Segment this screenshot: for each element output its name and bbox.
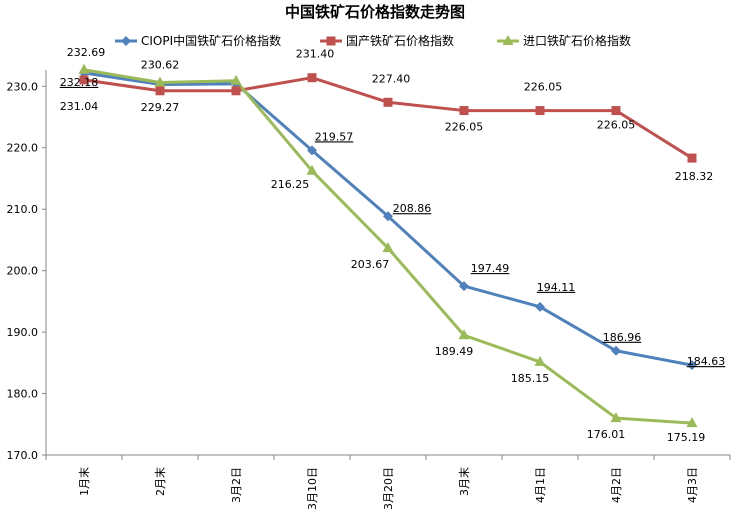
data-label: 229.27	[141, 101, 180, 114]
triangle-marker	[458, 329, 470, 340]
triangle-marker	[534, 355, 546, 366]
data-label: 231.04	[60, 100, 99, 113]
triangle-marker	[306, 164, 318, 175]
data-label: 230.62	[141, 58, 180, 71]
x-tick-label: 4月2日	[610, 467, 623, 503]
x-tick-label: 3月末	[457, 467, 471, 496]
square-marker	[231, 86, 241, 96]
square-marker	[383, 97, 393, 107]
axes: 170.0 180.0 190.0 200.0 210.0 220.0 230.0 1月末 2月…	[7, 70, 731, 510]
data-label: 186.96	[603, 331, 642, 344]
y-tick-label: 200.0	[7, 265, 39, 278]
data-label: 226.05	[445, 121, 484, 134]
legend-label: CIOPI中国铁矿石价格指数	[141, 33, 281, 48]
data-label: 175.19	[667, 431, 706, 444]
data-label: 194.11	[537, 281, 576, 294]
data-label: 216.25	[271, 178, 310, 191]
data-label: 197.49	[471, 262, 510, 275]
square-marker	[326, 36, 336, 46]
y-tick-label: 220.0	[7, 142, 39, 155]
x-tick-label: 4月3日	[686, 467, 699, 503]
data-label: 231.40	[296, 48, 335, 61]
legend-label: 进口铁矿石价格指数	[523, 33, 631, 48]
x-tick-label: 2月末	[153, 467, 167, 496]
data-label: 227.40	[372, 72, 411, 85]
data-label: 185.15	[511, 372, 550, 385]
data-label: 176.01	[587, 428, 626, 441]
x-tick-label: 3月10日	[306, 467, 319, 510]
data-label: 218.32	[675, 170, 714, 183]
triangle-marker	[230, 74, 242, 85]
y-tick-label: 180.0	[7, 388, 39, 401]
square-marker	[79, 75, 89, 85]
data-label: 219.57	[315, 130, 354, 143]
diamond-marker	[121, 36, 131, 46]
data-label: 203.67	[351, 258, 390, 271]
diamond-marker	[383, 211, 393, 222]
series-markers	[78, 63, 698, 428]
triangle-marker	[502, 35, 514, 45]
y-tick-label: 170.0	[7, 449, 39, 462]
square-marker	[535, 106, 545, 116]
x-tick-label: 4月1日	[534, 467, 547, 503]
diamond-marker	[687, 360, 697, 371]
square-marker	[155, 86, 165, 96]
data-label: 232.69	[67, 46, 106, 59]
triangle-marker	[382, 242, 394, 253]
chart-title: 中国铁矿石价格指数走势图	[285, 3, 465, 21]
data-label: 208.86	[393, 202, 432, 215]
diamond-marker	[307, 145, 317, 156]
x-tick-label: 3月2日	[230, 467, 243, 503]
square-marker	[459, 106, 469, 116]
diamond-marker	[611, 345, 621, 356]
data-labels: 232.18 219.57 208.86 197.49 194.11 186.96 184.…	[60, 46, 726, 444]
y-tick-label: 190.0	[7, 326, 39, 339]
data-label: 226.05	[524, 81, 563, 94]
triangle-marker	[78, 63, 90, 74]
data-label: 226.05	[597, 119, 636, 132]
triangle-marker	[154, 76, 166, 87]
diamond-marker	[535, 301, 545, 312]
square-marker	[687, 153, 697, 163]
data-label: 189.49	[435, 345, 474, 358]
x-tick-label: 1月末	[77, 467, 91, 496]
square-marker	[611, 106, 621, 116]
x-tick-label: 3月20日	[382, 467, 395, 510]
legend-label: 国产铁矿石价格指数	[346, 33, 454, 48]
y-tick-label: 210.0	[7, 203, 39, 216]
square-marker	[307, 73, 317, 83]
triangle-marker	[686, 417, 698, 428]
y-tick-label: 230.0	[7, 80, 39, 93]
data-label: 184.63	[687, 355, 726, 368]
legend: CIOPI中国铁矿石价格指数 国产铁矿石价格指数 进口铁矿石价格指数	[115, 33, 631, 48]
data-label: 232.18	[60, 76, 99, 89]
diamond-marker	[459, 281, 469, 292]
triangle-marker	[610, 412, 622, 423]
